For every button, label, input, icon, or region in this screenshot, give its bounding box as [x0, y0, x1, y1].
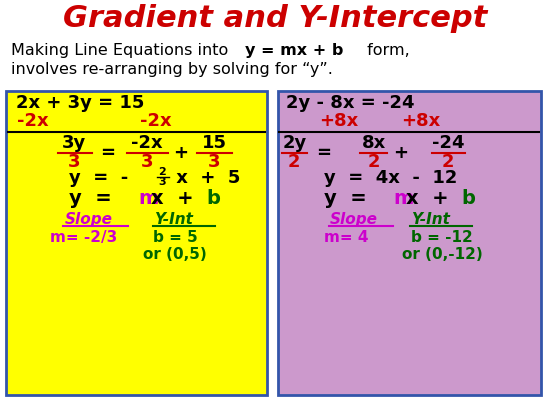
Text: y  =: y = — [69, 189, 125, 208]
Text: +8x: +8x — [402, 112, 441, 130]
Text: x  +: x + — [151, 189, 207, 208]
Text: or (0,-12): or (0,-12) — [402, 247, 482, 262]
Text: +: + — [393, 144, 408, 162]
Text: or (0,5): or (0,5) — [143, 247, 207, 262]
Text: +8x: +8x — [319, 112, 358, 130]
Text: -2x: -2x — [131, 134, 163, 152]
Text: =: = — [100, 144, 115, 162]
Text: Slope: Slope — [65, 212, 113, 227]
Text: -24: -24 — [432, 134, 465, 152]
Text: 2: 2 — [368, 154, 380, 171]
Text: m: m — [393, 189, 414, 208]
Text: m: m — [139, 189, 159, 208]
Text: 2: 2 — [442, 154, 454, 171]
Text: Y-Int: Y-Int — [154, 212, 193, 227]
Text: 3: 3 — [208, 154, 221, 171]
Text: 2y - 8x = -24: 2y - 8x = -24 — [286, 94, 415, 112]
Text: 3: 3 — [141, 154, 153, 171]
Text: involves re-arranging by solving for “y”.: involves re-arranging by solving for “y”… — [11, 62, 333, 77]
Text: 3: 3 — [68, 154, 80, 171]
Text: b: b — [206, 189, 220, 208]
Text: x  +  5: x + 5 — [170, 169, 241, 187]
FancyBboxPatch shape — [6, 91, 267, 395]
Text: 8x: 8x — [362, 134, 386, 152]
Text: Slope: Slope — [330, 212, 378, 227]
Text: 15: 15 — [202, 134, 227, 152]
Text: 2x + 3y = 15: 2x + 3y = 15 — [16, 94, 145, 112]
Text: Making Line Equations into: Making Line Equations into — [11, 43, 233, 58]
Text: 3y: 3y — [62, 134, 86, 152]
Text: y  =: y = — [324, 189, 381, 208]
Text: -2x: -2x — [140, 112, 172, 130]
Text: m= -2/3: m= -2/3 — [50, 230, 117, 245]
Text: form,: form, — [362, 43, 410, 58]
Text: Y-Int: Y-Int — [411, 212, 450, 227]
Text: b: b — [461, 189, 475, 208]
FancyBboxPatch shape — [278, 91, 541, 395]
Text: x  +: x + — [406, 189, 462, 208]
Text: =: = — [316, 144, 331, 162]
Text: +: + — [173, 144, 188, 162]
Text: 2: 2 — [158, 168, 166, 177]
Text: m= 4: m= 4 — [324, 230, 369, 245]
Text: y  =  -: y = - — [69, 169, 128, 187]
Text: y  =  4x  -  12: y = 4x - 12 — [324, 169, 458, 187]
Text: b = -12: b = -12 — [411, 230, 473, 245]
Text: 3: 3 — [158, 177, 166, 187]
Text: 2y: 2y — [282, 134, 306, 152]
Text: b = 5: b = 5 — [153, 230, 197, 245]
Text: y = mx + b: y = mx + b — [245, 43, 343, 58]
Text: -2x: -2x — [16, 112, 48, 130]
Text: 2: 2 — [288, 154, 300, 171]
Text: Gradient and Y-Intercept: Gradient and Y-Intercept — [63, 4, 487, 33]
